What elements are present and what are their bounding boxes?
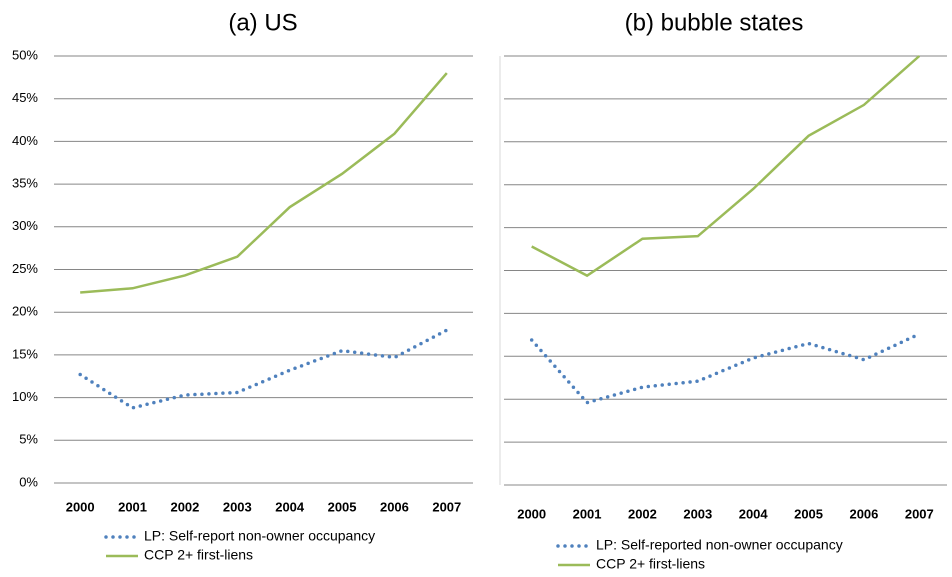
x-tick-label: 2000: [66, 499, 95, 514]
y-tick-label: 50%: [12, 47, 38, 62]
x-tick-label: 2002: [170, 499, 199, 514]
x-tick-label: 2001: [118, 499, 147, 514]
y-tick-label: 25%: [12, 261, 38, 276]
x-tick-label: 2007: [432, 499, 461, 514]
y-tick-label: 15%: [12, 346, 38, 361]
x-tick-label: 2000: [517, 506, 546, 521]
chart-title: (b) bubble states: [625, 9, 804, 36]
y-tick-label: 35%: [12, 176, 38, 191]
series-line: [529, 332, 922, 405]
x-tick-label: 2004: [739, 506, 769, 521]
y-tick-label: 20%: [12, 304, 38, 319]
x-tick-label: 2005: [794, 506, 823, 521]
chart-title: (a) US: [228, 9, 297, 36]
x-tick-label: 2003: [223, 499, 252, 514]
legend-label: LP: Self-report non-owner occupancy: [144, 528, 375, 544]
series-line: [531, 55, 921, 278]
y-tick-label: 0%: [19, 474, 38, 489]
x-tick-label: 2006: [849, 506, 878, 521]
y-tick-label: 45%: [12, 90, 38, 105]
x-tick-label: 2006: [380, 499, 409, 514]
x-tick-label: 2007: [905, 506, 934, 521]
x-tick-label: 2003: [683, 506, 712, 521]
series-line: [78, 328, 449, 410]
x-tick-label: 2002: [628, 506, 657, 521]
legend-label: LP: Self-reported non-owner occupancy: [596, 537, 843, 553]
legend-label: CCP 2+ first-liens: [596, 556, 705, 572]
y-tick-label: 30%: [12, 218, 38, 233]
x-tick-label: 2004: [275, 499, 305, 514]
y-tick-label: 5%: [19, 432, 38, 447]
y-tick-label: 40%: [12, 133, 38, 148]
x-tick-label: 2005: [328, 499, 357, 514]
y-tick-label: 10%: [12, 389, 38, 404]
series-line: [80, 72, 448, 294]
x-tick-label: 2001: [573, 506, 602, 521]
legend-label: CCP 2+ first-liens: [144, 547, 253, 563]
